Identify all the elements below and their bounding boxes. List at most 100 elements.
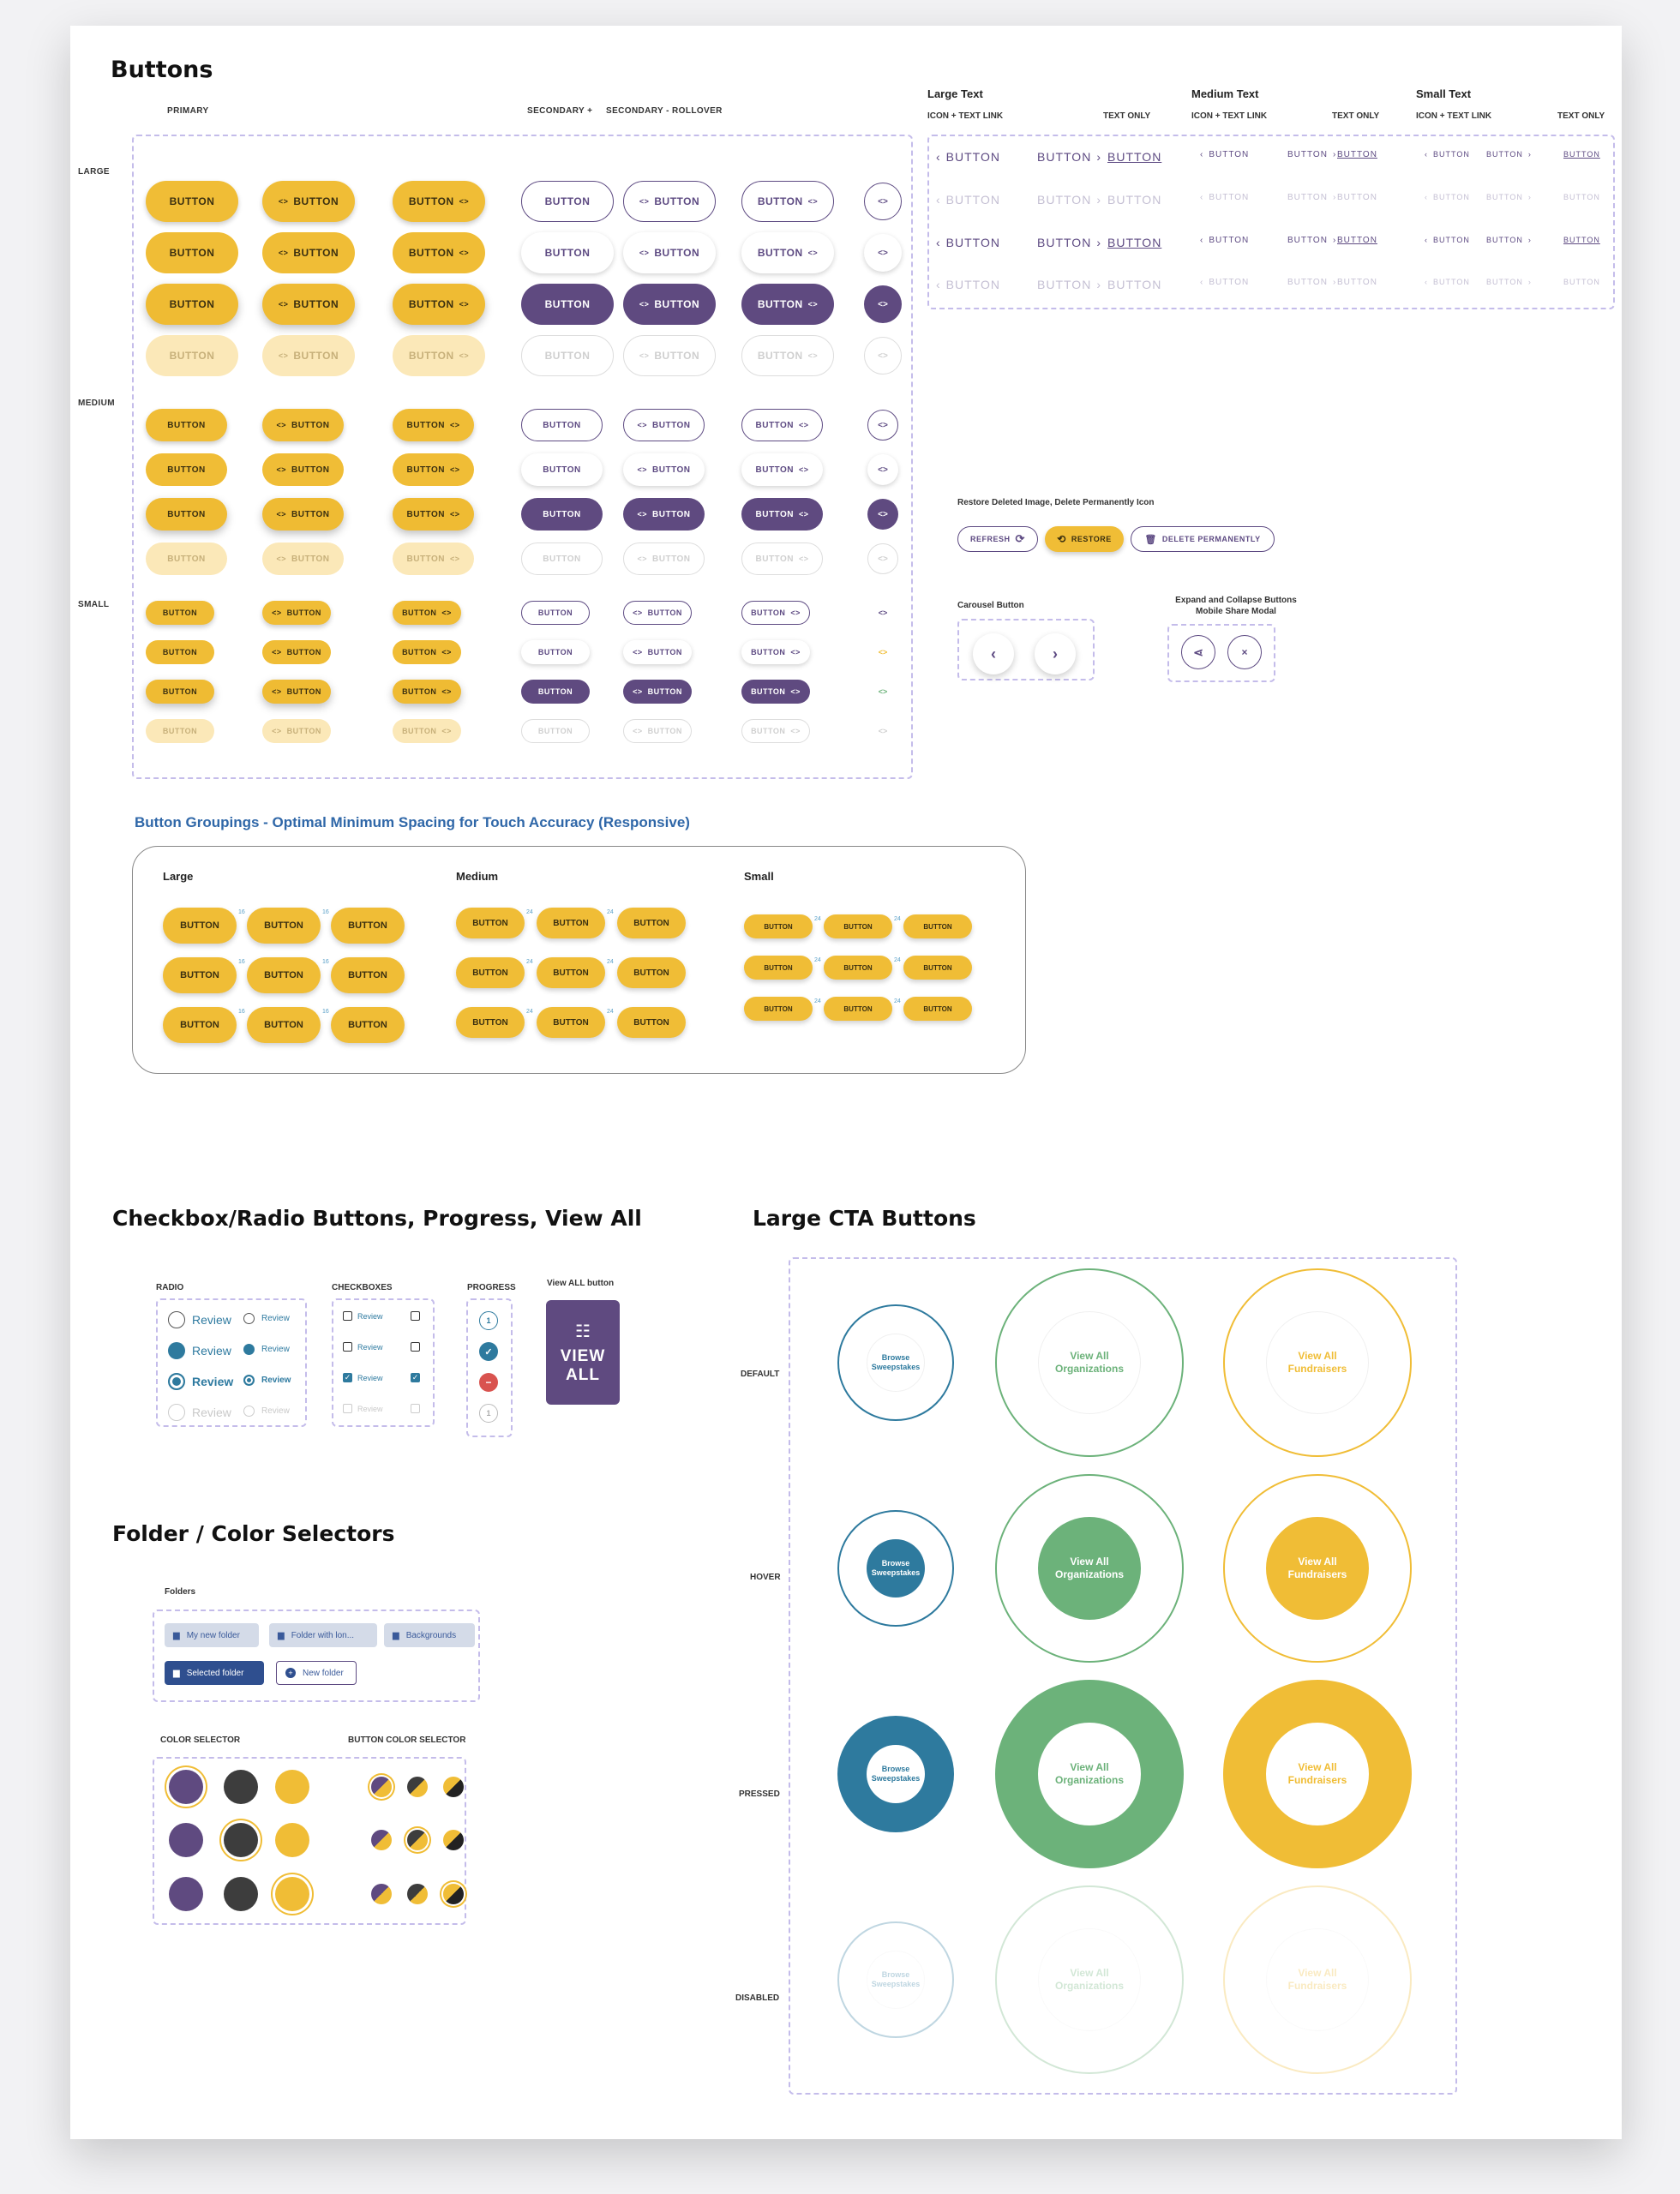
grouping-button[interactable]: BUTTON [163,1007,237,1043]
primary-button[interactable]: BUTTON <> [393,409,474,441]
text-only-link[interactable]: BUTTON [1107,278,1161,291]
text-link-back[interactable]: ‹ BUTTON [936,278,1000,291]
secondary-button[interactable]: <> BUTTON [623,181,716,222]
grouping-button[interactable]: BUTTON [824,914,892,938]
checkbox-small[interactable] [411,1311,420,1321]
secondary-button[interactable]: <> BUTTON [623,335,716,376]
radio-option[interactable]: Review [168,1311,231,1328]
radio-option[interactable]: Review [168,1404,231,1421]
checkbox-small[interactable] [411,1342,420,1352]
icon-only-button[interactable]: <> [864,234,902,272]
secondary-button[interactable]: BUTTON [521,453,603,486]
primary-button[interactable]: BUTTON [146,640,214,664]
text-only-link[interactable]: BUTTON [1563,150,1600,159]
secondary-button[interactable]: BUTTON <> [741,640,810,664]
icon-only-button[interactable]: <> [867,454,898,485]
color-swatch[interactable] [169,1877,203,1911]
secondary-button[interactable]: BUTTON [521,640,590,664]
radio-option-small[interactable]: Review [243,1344,290,1355]
text-link-back[interactable]: ‹ BUTTON [1425,278,1470,286]
grouping-button[interactable]: BUTTON [331,1007,405,1043]
view-all-organizations-cta[interactable]: View All Organizations [995,1474,1184,1663]
share-button[interactable]: ⋖ [1181,635,1215,669]
browse-sweepstakes-cta[interactable]: Browse Sweepstakes [837,1716,954,1832]
text-link-forward[interactable]: BUTTON › [1287,278,1336,287]
text-link-forward[interactable]: BUTTON › [1037,150,1101,164]
secondary-button[interactable]: BUTTON [521,543,603,575]
secondary-button[interactable]: <> BUTTON [623,498,705,531]
button-color-swatch[interactable] [407,1777,428,1797]
text-link-forward[interactable]: BUTTON › [1486,150,1532,159]
text-link-back[interactable]: ‹ BUTTON [1200,236,1249,245]
primary-button[interactable]: BUTTON [146,284,238,325]
primary-button[interactable]: <> BUTTON [262,498,344,531]
icon-only-button[interactable]: <> [873,643,892,662]
text-link-forward[interactable]: BUTTON › [1037,193,1101,207]
grouping-button[interactable]: BUTTON [617,1007,686,1038]
text-only-link[interactable]: BUTTON [1107,236,1161,249]
icon-only-button[interactable]: <> [864,183,902,220]
grouping-button[interactable]: BUTTON [903,914,972,938]
text-link-back[interactable]: ‹ BUTTON [1425,150,1470,159]
button-color-swatch[interactable] [443,1830,464,1850]
color-swatch[interactable] [224,1770,258,1804]
text-only-link[interactable]: BUTTON [1563,236,1600,244]
primary-button[interactable]: BUTTON <> [393,232,485,273]
view-all-fundraisers-cta[interactable]: View All Fundraisers [1223,1680,1412,1868]
primary-button[interactable]: <> BUTTON [262,284,355,325]
button-color-swatch[interactable] [443,1884,464,1904]
button-color-swatch[interactable] [407,1884,428,1904]
secondary-button[interactable]: BUTTON <> [741,284,834,325]
primary-button[interactable]: BUTTON <> [393,719,461,743]
grouping-button[interactable]: BUTTON [163,957,237,993]
primary-button[interactable]: BUTTON [146,335,238,376]
icon-only-button[interactable]: <> [873,722,892,740]
grouping-button[interactable]: BUTTON [617,957,686,988]
checkbox-option[interactable]: ✓ Review [343,1373,383,1382]
browse-sweepstakes-cta[interactable]: Browse Sweepstakes [837,1921,954,2038]
text-only-link[interactable]: BUTTON [1107,193,1161,207]
primary-button[interactable]: <> BUTTON [262,680,331,704]
grouping-button[interactable]: BUTTON [744,914,813,938]
primary-button[interactable]: BUTTON [146,181,238,222]
secondary-button[interactable]: BUTTON [521,498,603,531]
primary-button[interactable]: BUTTON <> [393,543,474,575]
secondary-button[interactable]: <> BUTTON [623,409,705,441]
secondary-button[interactable]: BUTTON <> [741,453,823,486]
primary-button[interactable]: <> BUTTON [262,409,344,441]
text-link-back[interactable]: ‹ BUTTON [936,236,1000,249]
primary-button[interactable]: BUTTON [146,719,214,743]
primary-button[interactable]: BUTTON [146,543,227,575]
primary-button[interactable]: BUTTON [146,680,214,704]
view-all-fundraisers-cta[interactable]: View All Fundraisers [1223,1474,1412,1663]
primary-button[interactable]: <> BUTTON [262,335,355,376]
close-button[interactable]: × [1227,635,1262,669]
primary-button[interactable]: <> BUTTON [262,719,331,743]
carousel-next-button[interactable]: › [1035,633,1076,674]
primary-button[interactable]: BUTTON <> [393,680,461,704]
icon-only-button[interactable]: <> [864,285,902,323]
folder-item[interactable]: ▆ Backgrounds [384,1623,475,1647]
secondary-button[interactable]: BUTTON [521,335,614,376]
color-swatch[interactable] [224,1823,258,1857]
grouping-button[interactable]: BUTTON [456,957,525,988]
primary-button[interactable]: <> BUTTON [262,640,331,664]
primary-button[interactable]: BUTTON <> [393,335,485,376]
grouping-button[interactable]: BUTTON [744,956,813,980]
primary-button[interactable]: BUTTON <> [393,640,461,664]
secondary-button[interactable]: BUTTON [521,601,590,625]
browse-sweepstakes-cta[interactable]: Browse Sweepstakes [837,1510,954,1627]
text-only-link[interactable]: BUTTON [1563,193,1600,201]
carousel-prev-button[interactable]: ‹ [973,633,1014,674]
primary-button[interactable]: BUTTON <> [393,181,485,222]
view-all-button[interactable]: ☷ VIEW ALL [546,1300,620,1405]
button-color-swatch[interactable] [371,1777,392,1797]
secondary-button[interactable]: BUTTON <> [741,719,810,743]
secondary-button[interactable]: BUTTON [521,680,590,704]
primary-button[interactable]: BUTTON [146,498,227,531]
primary-button[interactable]: BUTTON <> [393,601,461,625]
color-swatch[interactable] [224,1877,258,1911]
grouping-button[interactable]: BUTTON [456,1007,525,1038]
text-only-link[interactable]: BUTTON [1337,150,1377,159]
folder-item[interactable]: ▆ Folder with lon... [269,1623,377,1647]
